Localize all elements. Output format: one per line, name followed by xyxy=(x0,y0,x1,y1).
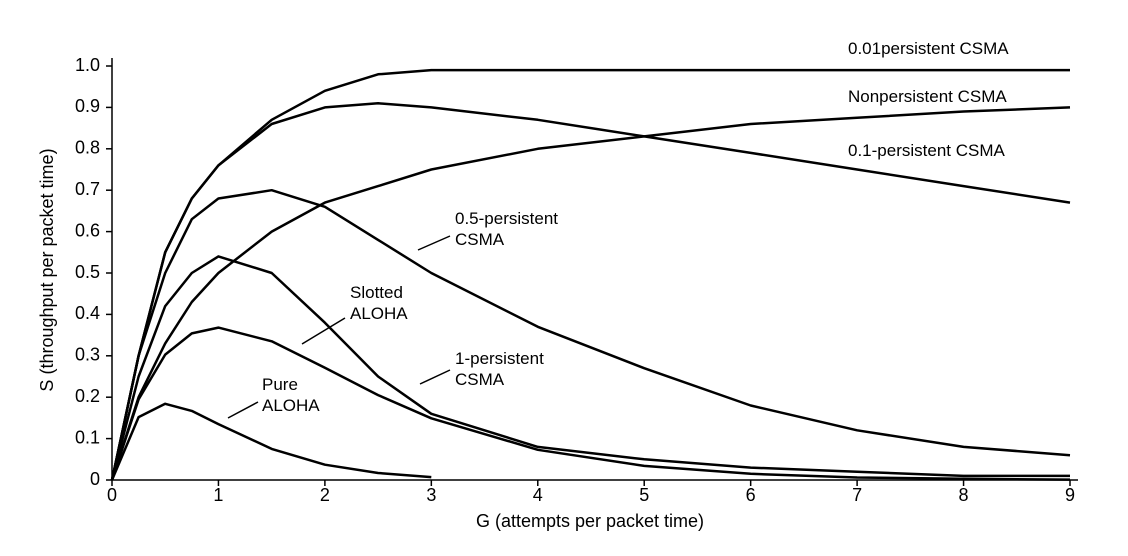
y-tick-label: 0.4 xyxy=(75,303,100,323)
x-tick-label: 6 xyxy=(746,485,756,505)
curve-label: Slotted ALOHA xyxy=(350,283,408,323)
x-tick-label: 7 xyxy=(852,485,862,505)
series-line xyxy=(110,188,1071,481)
y-tick-label: 0.6 xyxy=(75,220,100,240)
series-line xyxy=(110,106,1071,481)
curve-label: 0.1-persistent CSMA xyxy=(848,141,1005,160)
x-tick-label: 2 xyxy=(320,485,330,505)
arrow xyxy=(419,369,451,385)
x-tick-label: 3 xyxy=(426,485,436,505)
y-tick-label: 0.2 xyxy=(75,386,100,406)
y-tick-label: 0.5 xyxy=(75,262,100,282)
y-tick-label: 0 xyxy=(90,469,100,489)
x-axis-title: G (attempts per packet time) xyxy=(476,511,704,531)
y-tick-label: 0.3 xyxy=(75,345,100,365)
series-line xyxy=(110,326,1071,481)
y-tick-label: 1.0 xyxy=(75,55,100,75)
curve-label: 0.5-persistent CSMA xyxy=(455,209,558,249)
curve-label: Pure ALOHA xyxy=(262,375,320,415)
x-tick-label: 5 xyxy=(639,485,649,505)
y-tick-label: 0.8 xyxy=(75,138,100,158)
series-line xyxy=(110,102,1071,481)
arrow xyxy=(417,235,451,251)
series-line xyxy=(110,68,1070,481)
x-tick-label: 8 xyxy=(959,485,969,505)
curve-label: 0.01persistent CSMA xyxy=(848,39,1009,58)
x-tick-label: 9 xyxy=(1065,485,1075,505)
x-tick-label: 0 xyxy=(107,485,117,505)
series-line xyxy=(110,402,432,481)
series-line xyxy=(110,255,1070,481)
y-tick-label: 0.1 xyxy=(75,427,100,447)
y-tick-label: 0.9 xyxy=(75,96,100,116)
arrow xyxy=(227,401,259,419)
y-tick-label: 0.7 xyxy=(75,179,100,199)
arrow xyxy=(301,317,346,345)
y-axis-title: S (throughput per packet time) xyxy=(37,148,57,391)
curve-label: Nonpersistent CSMA xyxy=(848,87,1007,106)
x-tick-label: 4 xyxy=(533,485,543,505)
curve-label: 1-persistent CSMA xyxy=(455,349,544,389)
x-tick-label: 1 xyxy=(213,485,223,505)
